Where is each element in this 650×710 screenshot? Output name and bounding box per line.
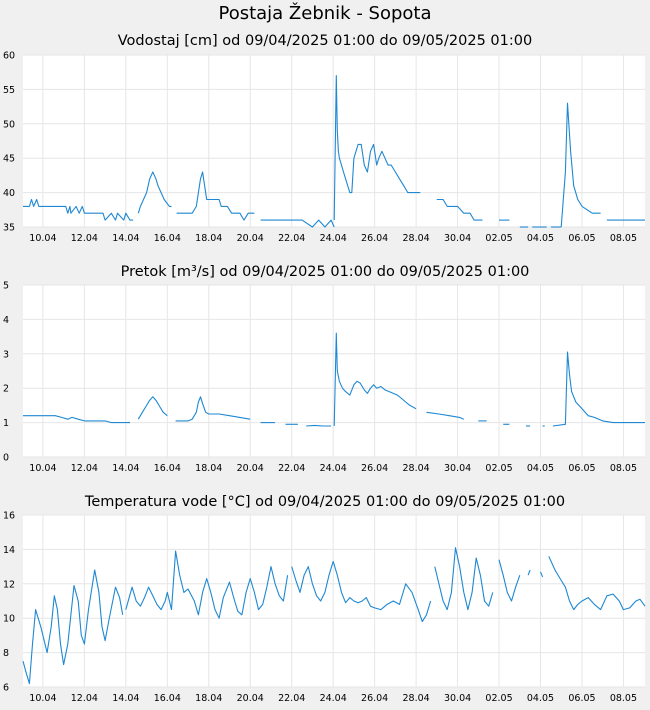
series-line <box>176 171 255 221</box>
y-tick-label: 0 <box>3 453 9 464</box>
series-line <box>426 411 465 420</box>
water-temperature-chart: Temperatura vode [°C] od 09/04/2025 01:0… <box>3 494 646 704</box>
x-tick-label: 22.04 <box>278 693 305 704</box>
x-tick-label: 10.04 <box>29 463 56 474</box>
x-tick-label: 04.05 <box>527 693 554 704</box>
x-tick-label: 28.04 <box>403 463 430 474</box>
x-tick-label: 22.04 <box>278 463 305 474</box>
x-tick-label: 30.04 <box>444 463 471 474</box>
x-tick-label: 20.04 <box>237 463 264 474</box>
x-tick-label: 18.04 <box>195 693 222 704</box>
plot-area <box>23 515 645 687</box>
x-tick-label: 20.04 <box>237 233 264 244</box>
x-tick-label: 02.05 <box>485 463 512 474</box>
x-tick-label: 12.04 <box>71 693 98 704</box>
y-tick-label: 10 <box>3 614 15 625</box>
series-line <box>498 559 521 602</box>
x-tick-label: 26.04 <box>361 233 388 244</box>
x-tick-label: 30.04 <box>444 233 471 244</box>
x-tick-label: 18.04 <box>195 463 222 474</box>
y-tick-label: 14 <box>3 545 15 556</box>
x-tick-label: 24.04 <box>320 233 347 244</box>
plot-area <box>23 285 645 457</box>
y-tick-label: 55 <box>3 85 15 96</box>
series-line <box>436 198 483 221</box>
x-tick-label: 04.05 <box>527 463 554 474</box>
x-tick-label: 04.05 <box>527 233 554 244</box>
series-line <box>548 556 646 611</box>
x-tick-label: 16.04 <box>154 463 181 474</box>
y-tick-label: 3 <box>3 349 9 360</box>
x-tick-label: 28.04 <box>403 233 430 244</box>
series-line <box>434 547 494 611</box>
series-line <box>137 396 168 420</box>
x-tick-label: 18.04 <box>195 233 222 244</box>
series-line <box>527 569 531 576</box>
x-tick-label: 08.05 <box>610 463 637 474</box>
x-tick-label: 24.04 <box>320 693 347 704</box>
series-line <box>560 102 601 228</box>
x-tick-label: 08.05 <box>610 233 637 244</box>
series-line <box>137 171 172 214</box>
water-level-chart: Vodostaj [cm] od 09/04/2025 01:00 do 09/… <box>3 33 645 244</box>
y-tick-label: 12 <box>3 579 15 590</box>
x-tick-label: 20.04 <box>237 693 264 704</box>
page-title: Postaja Žebnik - Sopota <box>218 3 432 24</box>
x-tick-label: 02.05 <box>485 693 512 704</box>
x-tick-label: 26.04 <box>361 693 388 704</box>
x-tick-label: 24.04 <box>320 463 347 474</box>
x-tick-label: 12.04 <box>71 463 98 474</box>
y-tick-label: 40 <box>3 188 15 199</box>
x-tick-label: 06.05 <box>568 233 595 244</box>
x-tick-label: 16.04 <box>154 233 181 244</box>
y-tick-label: 60 <box>3 51 15 62</box>
x-tick-label: 10.04 <box>29 233 56 244</box>
discharge-chart: Pretok [m³/s] od 09/04/2025 01:00 do 09/… <box>3 264 645 474</box>
chart-title: Temperatura vode [°C] od 09/04/2025 01:0… <box>84 494 565 510</box>
x-tick-label: 02.05 <box>485 233 512 244</box>
series-line <box>23 198 134 221</box>
y-tick-label: 2 <box>3 384 9 395</box>
x-tick-label: 14.04 <box>112 693 139 704</box>
x-tick-label: 14.04 <box>112 463 139 474</box>
chart-title: Pretok [m³/s] od 09/04/2025 01:00 do 09/… <box>121 264 530 280</box>
chart-title: Vodostaj [cm] od 09/04/2025 01:00 do 09/… <box>118 33 532 49</box>
y-tick-label: 6 <box>3 683 9 694</box>
x-tick-label: 10.04 <box>29 693 56 704</box>
x-tick-label: 28.04 <box>403 693 430 704</box>
series-line <box>333 332 417 427</box>
series-line <box>260 219 335 228</box>
series-line <box>333 75 421 221</box>
series-line <box>552 351 645 427</box>
x-tick-label: 16.04 <box>154 693 181 704</box>
series-line <box>539 571 544 578</box>
x-tick-label: 06.05 <box>568 693 595 704</box>
y-tick-label: 5 <box>3 281 9 292</box>
x-tick-label: 22.04 <box>278 233 305 244</box>
y-tick-label: 16 <box>3 511 15 522</box>
x-tick-label: 26.04 <box>361 463 388 474</box>
y-tick-label: 1 <box>3 418 9 429</box>
x-tick-label: 14.04 <box>112 233 139 244</box>
series-line <box>23 415 130 424</box>
x-tick-label: 30.04 <box>444 693 471 704</box>
series-line <box>306 424 332 427</box>
x-tick-label: 12.04 <box>71 233 98 244</box>
series-line <box>291 560 432 623</box>
y-tick-label: 8 <box>3 648 9 659</box>
y-tick-label: 35 <box>3 223 15 234</box>
series-line <box>22 569 124 685</box>
y-tick-label: 45 <box>3 154 15 165</box>
y-tick-label: 50 <box>3 119 15 130</box>
y-tick-label: 4 <box>3 315 9 326</box>
x-tick-label: 08.05 <box>610 693 637 704</box>
x-tick-label: 06.05 <box>568 463 595 474</box>
series-line <box>175 396 251 422</box>
series-line <box>125 550 289 619</box>
